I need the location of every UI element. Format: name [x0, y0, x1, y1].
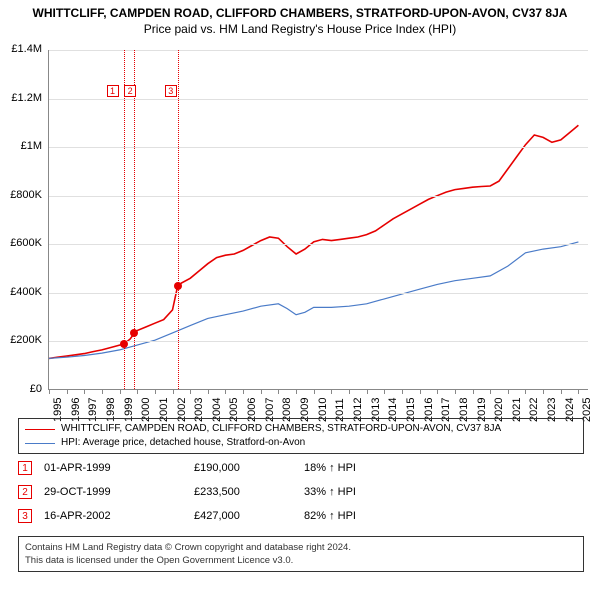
x-tick	[473, 390, 474, 394]
y-tick-label: £400K	[2, 286, 42, 298]
transaction-vline	[134, 50, 135, 389]
y-tick-label: £1.2M	[2, 92, 42, 104]
transaction-marker: 1	[18, 461, 32, 475]
transaction-row: 1 01-APR-1999£190,00018% ↑ HPI	[18, 456, 584, 480]
transaction-dot	[130, 329, 138, 337]
y-tick-label: £200K	[2, 334, 42, 346]
transaction-table: 1 01-APR-1999£190,00018% ↑ HPI 2 29-OCT-199…	[18, 456, 584, 528]
y-tick-label: £1.4M	[2, 43, 42, 55]
x-tick	[120, 390, 121, 394]
legend-label: WHITTCLIFF, CAMPDEN ROAD, CLIFFORD CHAMB…	[61, 422, 501, 436]
legend-label: HPI: Average price, detached house, Stra…	[61, 436, 305, 450]
x-tick	[296, 390, 297, 394]
transaction-price: £190,000	[194, 462, 304, 474]
legend: WHITTCLIFF, CAMPDEN ROAD, CLIFFORD CHAMB…	[18, 418, 584, 454]
gridline-h	[49, 293, 588, 294]
transaction-pct: 82% ↑ HPI	[304, 510, 404, 522]
y-tick-label: £0	[2, 383, 42, 395]
transaction-vline	[178, 50, 179, 389]
x-tick	[525, 390, 526, 394]
gridline-h	[49, 50, 588, 51]
transaction-date: 01-APR-1999	[44, 462, 194, 474]
transaction-dot	[174, 282, 182, 290]
chart-title: WHITTCLIFF, CAMPDEN ROAD, CLIFFORD CHAMB…	[0, 0, 600, 20]
x-tick	[420, 390, 421, 394]
x-tick	[384, 390, 385, 394]
gridline-h	[49, 99, 588, 100]
gridline-h	[49, 244, 588, 245]
x-tick	[155, 390, 156, 394]
transaction-date: 16-APR-2002	[44, 510, 194, 522]
chart-marker-box: 2	[124, 85, 136, 97]
x-tick	[137, 390, 138, 394]
x-tick	[561, 390, 562, 394]
gridline-h	[49, 196, 588, 197]
x-tick	[102, 390, 103, 394]
x-tick	[261, 390, 262, 394]
series-line-property	[49, 125, 578, 358]
transaction-row: 3 16-APR-2002£427,00082% ↑ HPI	[18, 504, 584, 528]
x-tick	[225, 390, 226, 394]
transaction-date: 29-OCT-1999	[44, 486, 194, 498]
legend-swatch	[25, 429, 55, 430]
x-tick	[349, 390, 350, 394]
chart-plot-area: 12 3	[48, 50, 588, 390]
legend-row: HPI: Average price, detached house, Stra…	[25, 436, 577, 450]
transaction-pct: 18% ↑ HPI	[304, 462, 404, 474]
transaction-dot	[120, 340, 128, 348]
x-tick	[278, 390, 279, 394]
chart-marker-box: 3	[165, 85, 177, 97]
gridline-h	[49, 147, 588, 148]
x-tick	[437, 390, 438, 394]
legend-row: WHITTCLIFF, CAMPDEN ROAD, CLIFFORD CHAMB…	[25, 422, 577, 436]
gridline-h	[49, 341, 588, 342]
x-tick	[490, 390, 491, 394]
y-tick-label: £800K	[2, 189, 42, 201]
transaction-marker: 3	[18, 509, 32, 523]
x-tick	[173, 390, 174, 394]
footer-line-1: Contains HM Land Registry data © Crown c…	[25, 541, 577, 554]
x-tick	[49, 390, 50, 394]
y-tick-label: £600K	[2, 237, 42, 249]
transaction-vline	[124, 50, 125, 389]
x-tick	[455, 390, 456, 394]
x-tick	[402, 390, 403, 394]
transaction-price: £233,500	[194, 486, 304, 498]
x-tick	[84, 390, 85, 394]
chart-subtitle: Price paid vs. HM Land Registry's House …	[0, 20, 600, 36]
footer-line-2: This data is licensed under the Open Gov…	[25, 554, 577, 567]
chart-svg	[49, 50, 589, 390]
x-tick	[543, 390, 544, 394]
transaction-marker: 2	[18, 485, 32, 499]
footer-attribution: Contains HM Land Registry data © Crown c…	[18, 536, 584, 572]
chart-marker-box: 1	[107, 85, 119, 97]
x-tick	[578, 390, 579, 394]
transaction-row: 2 29-OCT-1999£233,50033% ↑ HPI	[18, 480, 584, 504]
x-tick	[67, 390, 68, 394]
x-tick	[314, 390, 315, 394]
x-tick	[243, 390, 244, 394]
x-tick	[190, 390, 191, 394]
x-tick	[367, 390, 368, 394]
x-tick	[208, 390, 209, 394]
transaction-price: £427,000	[194, 510, 304, 522]
y-tick-label: £1M	[2, 140, 42, 152]
x-tick	[331, 390, 332, 394]
transaction-pct: 33% ↑ HPI	[304, 486, 404, 498]
x-tick	[508, 390, 509, 394]
legend-swatch	[25, 443, 55, 444]
